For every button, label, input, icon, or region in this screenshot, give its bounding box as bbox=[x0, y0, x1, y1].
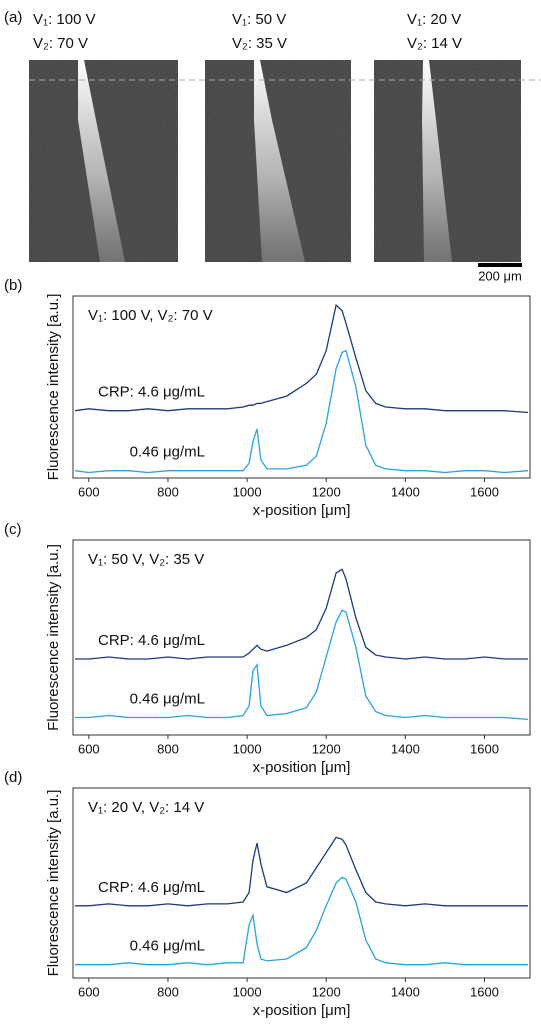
series-label: CRP: 4.6 μg/mL bbox=[98, 879, 205, 896]
panel-label: (a) bbox=[4, 9, 22, 26]
series-line bbox=[75, 609, 529, 721]
x-tick-label: 800 bbox=[157, 984, 179, 999]
annotation: V₁: 50 V, V₂: 35 V bbox=[88, 551, 204, 568]
y-axis-label: Fluorescence intensity [a.u.] bbox=[45, 544, 62, 731]
voltage-label: V₁: 100 V bbox=[33, 11, 96, 28]
x-tick-label: 1600 bbox=[470, 984, 499, 999]
series-line bbox=[74, 303, 529, 414]
scale-bar bbox=[478, 263, 522, 267]
x-tick-label: 1200 bbox=[312, 484, 341, 499]
voltage-label: V₁: 50 V bbox=[232, 11, 286, 28]
plot-frame bbox=[72, 787, 531, 979]
x-tick-label: 1400 bbox=[391, 484, 420, 499]
x-tick-label: 1600 bbox=[470, 484, 499, 499]
y-axis-label: Fluorescence intensity [a.u.] bbox=[45, 294, 62, 481]
voltage-label: V₂: 14 V bbox=[407, 35, 462, 52]
x-tick-label: 600 bbox=[78, 484, 100, 499]
voltage-label: V₂: 70 V bbox=[33, 35, 88, 52]
series-label: 0.46 μg/mL bbox=[130, 690, 205, 707]
annotation: V₁: 100 V, V₂: 70 V bbox=[88, 307, 213, 324]
series-label: CRP: 4.6 μg/mL bbox=[98, 632, 205, 649]
voltage-label: V₂: 35 V bbox=[232, 35, 287, 52]
plot-frame bbox=[72, 539, 531, 736]
x-tick-label: 600 bbox=[78, 984, 100, 999]
x-tick-label: 1600 bbox=[470, 741, 499, 756]
streak bbox=[422, 60, 452, 262]
streak bbox=[78, 60, 125, 262]
series-line bbox=[74, 349, 529, 474]
x-tick-label: 1000 bbox=[233, 984, 262, 999]
streak bbox=[254, 60, 305, 262]
panel-label: (c) bbox=[4, 521, 22, 538]
x-tick-label: 1000 bbox=[233, 484, 262, 499]
x-tick-label: 800 bbox=[157, 484, 179, 499]
y-axis-label: Fluorescence intensity [a.u.] bbox=[45, 790, 62, 977]
micrographs bbox=[29, 60, 541, 262]
annotation: V₁: 20 V, V₂: 14 V bbox=[88, 799, 204, 816]
x-tick-label: 1400 bbox=[391, 984, 420, 999]
x-tick-label: 1200 bbox=[312, 741, 341, 756]
series-label: CRP: 4.6 μg/mL bbox=[98, 384, 205, 401]
x-tick-label: 1000 bbox=[233, 741, 262, 756]
x-tick-label: 1200 bbox=[312, 984, 341, 999]
scale-bar-label: 200 μm bbox=[478, 268, 522, 283]
x-axis-label: x-position [μm] bbox=[253, 1002, 351, 1019]
plot-frame bbox=[72, 295, 531, 479]
x-tick-label: 1400 bbox=[391, 741, 420, 756]
x-tick-label: 800 bbox=[157, 741, 179, 756]
series-label: 0.46 μg/mL bbox=[130, 444, 205, 461]
series-line bbox=[75, 876, 528, 966]
voltage-label: V₁: 20 V bbox=[407, 11, 461, 28]
series-line bbox=[75, 836, 528, 907]
x-axis-label: x-position [μm] bbox=[253, 502, 351, 519]
series-label: 0.46 μg/mL bbox=[130, 938, 205, 955]
panel-label: (d) bbox=[4, 769, 22, 786]
x-tick-label: 600 bbox=[78, 741, 100, 756]
x-axis-label: x-position [μm] bbox=[253, 759, 351, 776]
series-line bbox=[75, 568, 528, 660]
panel-label: (b) bbox=[4, 277, 22, 294]
